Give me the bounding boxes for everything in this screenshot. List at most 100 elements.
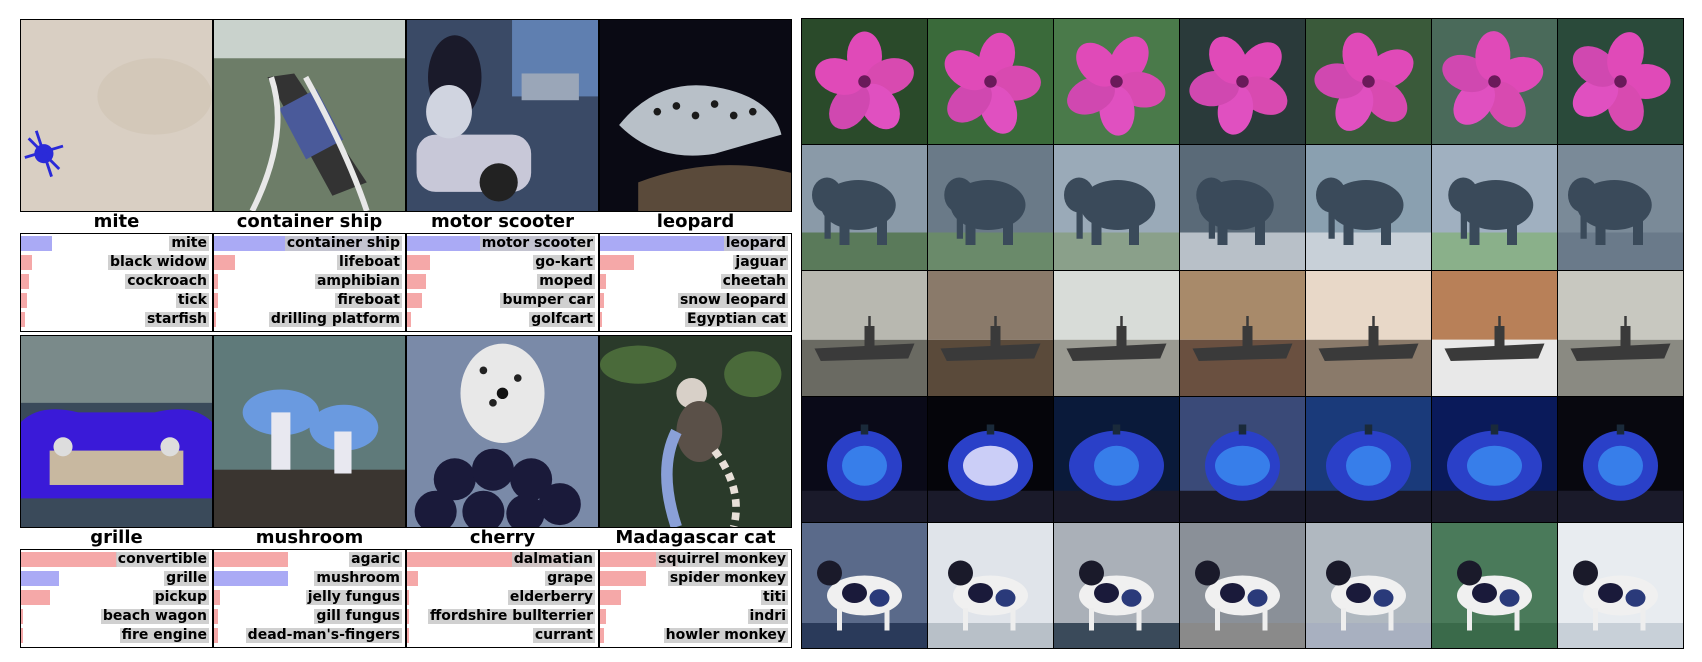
neighbor-image xyxy=(927,396,1054,523)
prediction-row: grille xyxy=(21,569,212,588)
neighbor-image xyxy=(1179,144,1306,271)
neighbor-image xyxy=(1431,522,1558,649)
true-label-title: mite xyxy=(93,211,140,232)
probability-bar xyxy=(600,255,634,270)
probability-bar xyxy=(21,255,32,270)
prediction-label: motor scooter xyxy=(479,235,595,251)
prediction-row: beach wagon xyxy=(21,607,212,626)
probability-bar xyxy=(407,293,422,308)
neighbor-image xyxy=(927,144,1054,271)
neighbor-row xyxy=(801,18,1684,145)
prediction-row: go-kart xyxy=(407,253,598,272)
classification-panel: mite mite black widow cockroach tick starfish… xyxy=(20,19,792,649)
prediction-label: fireboat xyxy=(335,292,402,308)
probability-bar xyxy=(214,628,218,643)
probability-bar xyxy=(600,293,604,308)
prediction-row: golfcart xyxy=(407,310,598,329)
neighbor-image xyxy=(1305,396,1432,523)
probability-bar xyxy=(214,312,216,327)
prediction-label: ffordshire bullterrier xyxy=(427,608,595,624)
top5-predictions: squirrel monkey spider monkey titi indri how… xyxy=(599,549,792,648)
probability-bar xyxy=(600,590,621,605)
neighbor-image xyxy=(1053,18,1180,145)
neighbor-image xyxy=(1557,396,1684,523)
sample-image xyxy=(20,19,213,212)
probability-bar xyxy=(21,274,29,289)
prediction-row: leopard xyxy=(600,234,791,253)
prediction-row: cockroach xyxy=(21,272,212,291)
probability-bar xyxy=(600,609,606,624)
prediction-label: currant xyxy=(532,627,595,643)
prediction-row: cheetah xyxy=(600,272,791,291)
probability-bar xyxy=(214,552,288,567)
prediction-row: indri xyxy=(600,607,791,626)
true-label-title: container ship xyxy=(236,211,383,232)
top5-predictions: leopard jaguar cheetah snow leopard Egyptian… xyxy=(599,233,792,332)
prediction-row: ffordshire bullterrier xyxy=(407,607,598,626)
neighbor-image xyxy=(927,270,1054,397)
top5-predictions: convertible grille pickup beach wagon fire e… xyxy=(20,549,213,648)
neighbor-image xyxy=(1305,522,1432,649)
neighbor-image xyxy=(927,18,1054,145)
true-label-title: leopard xyxy=(656,211,735,232)
neighbor-row xyxy=(801,522,1684,649)
probability-bar xyxy=(407,312,411,327)
probability-bar xyxy=(21,590,50,605)
prediction-label: black widow xyxy=(107,254,209,270)
prediction-label: go-kart xyxy=(533,254,595,270)
neighbor-image xyxy=(927,522,1054,649)
prediction-label: bumper car xyxy=(500,292,595,308)
prediction-row: agaric xyxy=(214,550,405,569)
prediction-label: mite xyxy=(169,235,209,251)
neighbor-image xyxy=(1431,18,1558,145)
neighbor-image xyxy=(1053,522,1180,649)
neighbor-image xyxy=(1179,270,1306,397)
top5-predictions: container ship lifeboat amphibian fireboat d… xyxy=(213,233,406,332)
probability-bar xyxy=(214,571,288,586)
prediction-row: fireboat xyxy=(214,291,405,310)
neighbor-image xyxy=(801,522,928,649)
sample-image xyxy=(20,335,213,528)
prediction-label: cockroach xyxy=(125,273,209,289)
prediction-row: amphibian xyxy=(214,272,405,291)
sample-image xyxy=(213,335,406,528)
prediction-label: drilling platform xyxy=(268,311,402,327)
prediction-label: spider monkey xyxy=(667,570,788,586)
neighbor-image xyxy=(1557,144,1684,271)
prediction-row: currant xyxy=(407,626,598,645)
sample-image xyxy=(406,19,599,212)
prediction-label: cheetah xyxy=(720,273,788,289)
prediction-label: golfcart xyxy=(529,311,595,327)
true-label-title: cherry xyxy=(469,527,536,548)
prediction-row: elderberry xyxy=(407,588,598,607)
prediction-label: grape xyxy=(545,570,595,586)
prediction-label: container ship xyxy=(284,235,402,251)
prediction-row: squirrel monkey xyxy=(600,550,791,569)
prediction-label: grille xyxy=(164,570,209,586)
neighbor-image xyxy=(1431,270,1558,397)
prediction-label: agaric xyxy=(349,551,402,567)
neighbor-image xyxy=(1053,270,1180,397)
prediction-label: amphibian xyxy=(314,273,402,289)
top5-predictions: mite black widow cockroach tick starfish xyxy=(20,233,213,332)
prediction-row: dead-man's-fingers xyxy=(214,626,405,645)
probability-bar xyxy=(21,609,23,624)
probability-bar xyxy=(214,293,218,308)
probability-bar xyxy=(214,609,218,624)
prediction-label: leopard xyxy=(723,235,788,251)
probability-bar xyxy=(21,552,117,567)
neighbor-image xyxy=(1305,144,1432,271)
prediction-label: titi xyxy=(761,589,788,605)
sample-image xyxy=(406,335,599,528)
prediction-row: tick xyxy=(21,291,212,310)
probability-bar xyxy=(600,571,646,586)
true-label-title: motor scooter xyxy=(430,211,575,232)
probability-bar xyxy=(407,255,430,270)
neighbor-image xyxy=(1053,396,1180,523)
prediction-row: grape xyxy=(407,569,598,588)
prediction-label: elderberry xyxy=(507,589,595,605)
neighbor-image xyxy=(1431,396,1558,523)
prediction-label: squirrel monkey xyxy=(656,551,788,567)
probability-bar xyxy=(214,590,220,605)
prediction-label: beach wagon xyxy=(100,608,209,624)
